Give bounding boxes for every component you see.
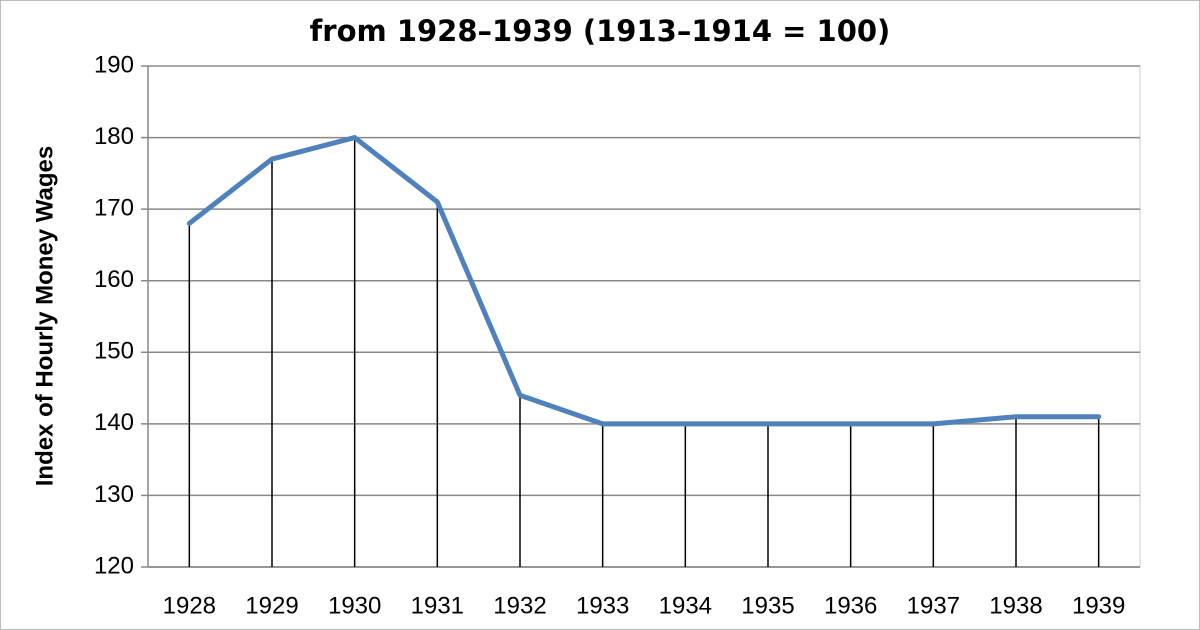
x-tick-label: 1934: [659, 592, 712, 619]
x-tick-label: 1931: [411, 592, 464, 619]
y-tick-label: 150: [94, 338, 134, 365]
chart-title: from 1928–1939 (1913–1914 = 100): [310, 14, 891, 48]
x-tick-label: 1939: [1072, 592, 1125, 619]
x-tick-label: 1929: [245, 592, 298, 619]
y-tick-label: 130: [94, 481, 134, 508]
x-tick-label: 1930: [328, 592, 381, 619]
x-tick-label: 1936: [824, 592, 877, 619]
x-tick-label: 1935: [741, 592, 794, 619]
x-tick-label: 1937: [907, 592, 960, 619]
y-tick-label: 160: [94, 266, 134, 293]
y-axis-label: Index of Hourly Money Wages: [31, 146, 58, 487]
y-tick-label: 120: [94, 552, 134, 579]
data-line: [186, 135, 1102, 427]
x-tick-label: 1928: [163, 592, 216, 619]
y-tick-label: 170: [94, 194, 134, 221]
x-tick-label: 1938: [989, 592, 1042, 619]
y-tick-label: 180: [94, 123, 134, 150]
x-tick-label: 1933: [576, 592, 629, 619]
y-tick-label: 140: [94, 409, 134, 436]
x-tick-label: 1932: [493, 592, 546, 619]
y-tick-label: 190: [94, 51, 134, 78]
